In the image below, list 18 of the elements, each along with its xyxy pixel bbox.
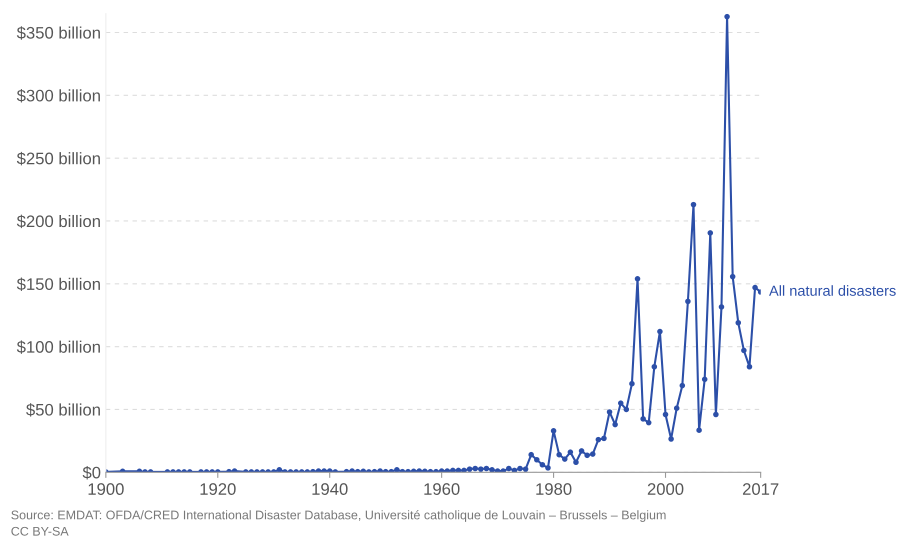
x-tick-label: 1980 <box>536 483 572 495</box>
x-tick-label: 2000 <box>648 483 684 495</box>
y-tick-label: $350 billion <box>16 26 100 40</box>
text: CC BY-SA <box>11 526 69 536</box>
y-tick-label: $0 <box>82 466 100 480</box>
y-tick-label: $50 billion <box>26 403 100 417</box>
x-tick-label: 1900 <box>88 483 124 495</box>
y-tick-label: $100 billion <box>16 340 100 354</box>
series-label: All natural disasters <box>769 285 896 296</box>
source-note: Source: EMDAT: OFDA/CRED International Disaster Database, Université catholique de Louvain – Brussels – Belgium <box>11 510 666 522</box>
x-tick-label: 2017 <box>742 483 778 495</box>
y-tick-label: $300 billion <box>16 89 100 103</box>
y-tick-label: $200 billion <box>16 214 100 228</box>
x-tick-label: 1960 <box>424 483 460 495</box>
x-tick-label: 1920 <box>200 483 236 495</box>
x-tick-label: 1940 <box>312 483 348 495</box>
y-tick-label: $250 billion <box>16 152 100 166</box>
y-tick-label: $150 billion <box>16 278 100 292</box>
